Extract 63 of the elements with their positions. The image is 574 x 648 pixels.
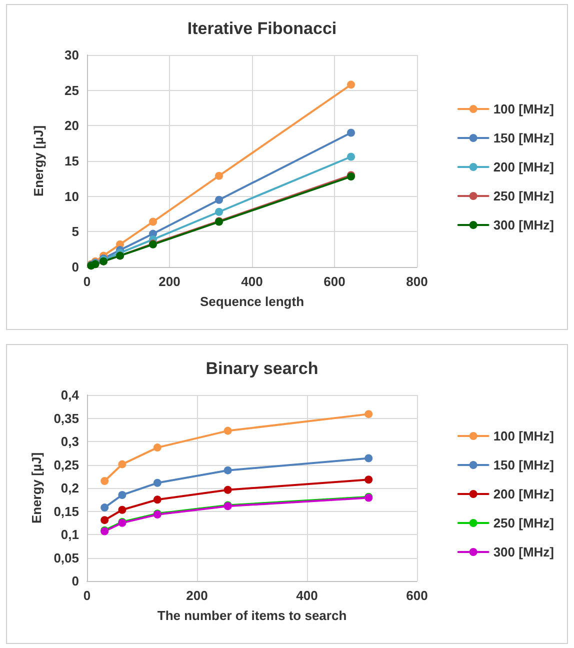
point — [224, 466, 232, 474]
point — [100, 516, 109, 524]
y-tick-label: 0 — [72, 260, 79, 274]
y-tick-label: 5 — [72, 224, 79, 240]
point — [149, 218, 157, 226]
legend-label: 200 [MHz] — [493, 486, 554, 502]
x-tick-label: 800 — [406, 274, 428, 289]
y-tick-label: 20 — [64, 118, 79, 134]
point — [347, 152, 355, 161]
y-tick-label: 0,1 — [60, 527, 79, 542]
legend-label: 100 [MHz] — [493, 428, 554, 444]
y-tick-label: 15 — [64, 154, 79, 168]
legend-label: 100 [MHz] — [493, 102, 554, 116]
x-tick-label: 0 — [83, 274, 91, 289]
point — [100, 504, 109, 512]
legend-label: 150 [MHz] — [493, 458, 554, 472]
y-tick-label: 0,4 — [60, 388, 80, 402]
legend-label: 300 [MHz] — [493, 218, 554, 232]
chart-title: Iterative Fibonacci — [187, 19, 337, 38]
point — [153, 444, 162, 452]
point — [153, 478, 162, 487]
y-tick-label: 0 — [72, 574, 79, 588]
x-tick-label: 400 — [241, 274, 263, 289]
y-tick-label: 25 — [64, 82, 79, 98]
y-tick-label: 0,05 — [54, 550, 79, 566]
x-tick-label: 200 — [158, 274, 180, 289]
point — [347, 80, 355, 89]
y-axis-title: Energy [µJ] — [28, 452, 44, 524]
y-tick-label: 0,35 — [54, 410, 79, 426]
point — [215, 196, 223, 204]
point — [118, 460, 126, 468]
point — [215, 208, 223, 216]
y-tick-label: 30 — [64, 48, 79, 62]
y-tick-label: 0,25 — [54, 457, 79, 472]
y-tick-label: 10 — [64, 188, 79, 204]
point — [364, 454, 373, 462]
point — [100, 477, 109, 486]
y-axis-title: Energy [µJ] — [31, 125, 46, 197]
point — [118, 490, 126, 499]
legend-label: 250 [MHz] — [493, 516, 554, 530]
x-axis-title: The number of items to search — [157, 608, 347, 623]
legend-label: 200 [MHz] — [493, 160, 554, 174]
legend-label: 250 [MHz] — [493, 188, 554, 204]
x-tick-label: 0 — [83, 588, 91, 603]
point — [153, 496, 162, 504]
legend-label: 300 [MHz] — [493, 544, 554, 560]
y-tick-label: 0,3 — [60, 434, 79, 449]
x-tick-label: 600 — [324, 274, 346, 289]
x-axis-title: Sequence length — [200, 294, 304, 309]
y-tick-label: 0,2 — [60, 480, 79, 496]
x-tick-label: 200 — [186, 588, 208, 603]
point — [347, 128, 355, 137]
point — [364, 410, 373, 418]
legend-label: 150 [MHz] — [493, 130, 554, 146]
chart-title: Binary search — [206, 359, 318, 378]
point — [364, 476, 373, 484]
point — [215, 172, 223, 180]
y-tick-label: 0,15 — [54, 504, 79, 519]
x-tick-label: 600 — [406, 588, 428, 603]
point — [118, 506, 126, 514]
point — [224, 486, 232, 494]
point — [224, 426, 232, 435]
x-tick-label: 400 — [296, 588, 318, 603]
